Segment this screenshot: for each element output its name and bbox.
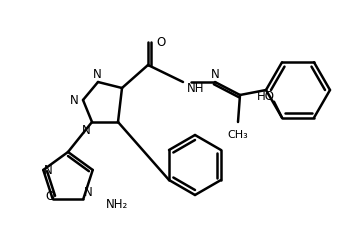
Text: N: N — [69, 93, 78, 107]
Text: HO: HO — [257, 90, 275, 103]
Text: O: O — [156, 35, 165, 48]
Text: N: N — [82, 123, 90, 137]
Text: CH₃: CH₃ — [228, 130, 248, 140]
Text: O: O — [45, 189, 55, 202]
Text: N: N — [93, 68, 101, 81]
Text: N: N — [44, 164, 52, 176]
Text: N: N — [211, 68, 219, 81]
Text: NH₂: NH₂ — [106, 198, 129, 211]
Text: N: N — [84, 186, 92, 200]
Text: NH: NH — [187, 81, 204, 94]
